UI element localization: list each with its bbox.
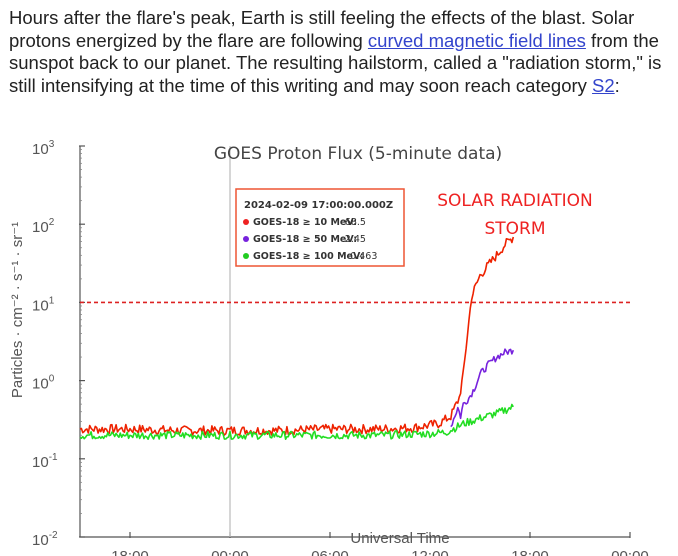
y-tick-base: 10	[32, 297, 49, 314]
x-tick-time: 18:00	[511, 548, 549, 556]
y-tick-base: 10	[32, 141, 49, 158]
y-tick-label: 10-2	[32, 530, 58, 549]
x-tick-time: 12:00	[411, 548, 449, 556]
series-line-3	[79, 403, 514, 440]
y-tick-base: 10	[32, 219, 49, 236]
y-tick-label: 103	[32, 139, 55, 158]
chart-title: GOES Proton Flux (5-minute data)	[214, 144, 502, 164]
x-tick-time: 18:00	[111, 548, 149, 556]
annotation-text: SOLAR RADIATION	[437, 191, 593, 211]
link-magnetic-field-lines[interactable]: curved magnetic field lines	[367, 29, 586, 51]
y-tick-exponent: 3	[49, 139, 55, 150]
tooltip-timestamp: 2024-02-09 17:00:00.000Z	[244, 200, 393, 211]
y-tick-base: 10	[32, 376, 49, 393]
tooltip-dot	[243, 219, 249, 225]
y-tick-label: 10-1	[32, 452, 58, 471]
article-paragraph: Hours after the flare's peak, Earth is s…	[9, 7, 669, 97]
series-line-1	[79, 236, 515, 436]
x-tick-time: 00:00	[611, 548, 649, 556]
axes	[79, 145, 631, 538]
series-line-2	[450, 348, 515, 428]
y-axis-label: Particles · cm⁻² · s⁻¹ · sr⁻¹	[9, 222, 26, 398]
tooltip-dot	[243, 253, 249, 259]
y-tick-exponent: 0	[49, 374, 55, 385]
link-s2[interactable]: S2	[592, 74, 615, 96]
x-tick-time: 06:00	[311, 548, 349, 556]
tooltip-value: 68.5	[345, 217, 366, 228]
y-tick-label: 100	[32, 374, 55, 393]
article-text-3: :	[614, 74, 620, 96]
tooltip-box: 2024-02-09 17:00:00.000Z GOES-18 ≥ 10 MeV…	[235, 188, 405, 267]
tooltip-label: GOES-18 ≥ 10 MeV:	[253, 217, 357, 228]
article-text-2: from the sunspot back to our planet. The…	[9, 29, 662, 96]
series-lines	[79, 236, 515, 440]
tooltip-value: 2.45	[345, 234, 366, 245]
y-tick-exponent: -1	[49, 452, 58, 463]
tooltip-value: 0.463	[350, 251, 377, 262]
y-tick-exponent: -2	[49, 530, 58, 541]
y-tick-label: 102	[32, 217, 55, 236]
y-tick-base: 10	[32, 532, 49, 549]
tooltip-dot	[243, 236, 249, 242]
x-axis-label: Universal Time	[350, 530, 449, 547]
tooltip-label: GOES-18 ≥ 50 MeV:	[253, 234, 357, 245]
y-tick-label: 101	[32, 295, 55, 314]
x-tick-time: 00:00	[211, 548, 249, 556]
tooltip-frame	[235, 188, 405, 267]
y-tick-exponent: 1	[49, 295, 55, 306]
y-tick-exponent: 2	[49, 217, 55, 228]
annotation-text: STORM	[484, 219, 545, 239]
article-text-1: Hours after the flare's peak, Earth is s…	[9, 7, 635, 51]
y-tick-base: 10	[32, 454, 49, 471]
tooltip-label: GOES-18 ≥ 100 MeV:	[253, 251, 364, 262]
